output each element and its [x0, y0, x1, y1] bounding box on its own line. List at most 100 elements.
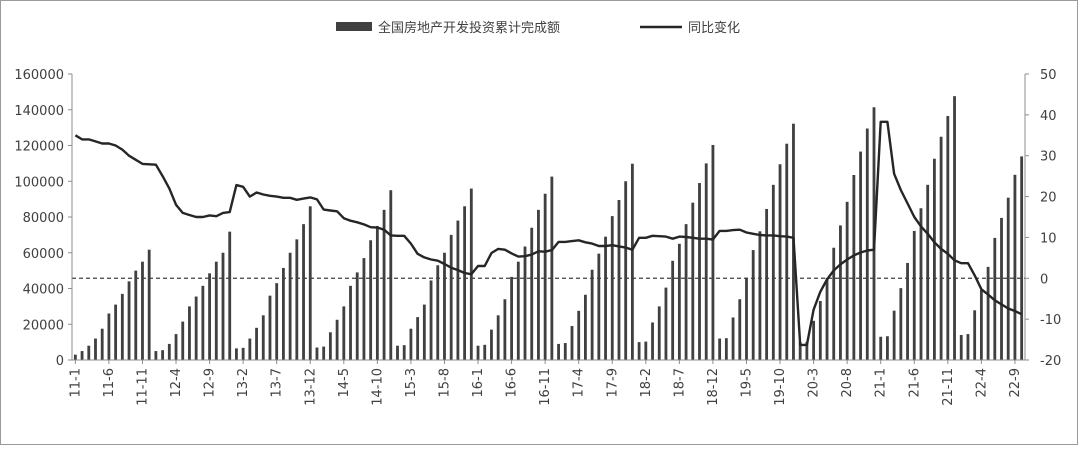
y-left-tick-label: 80000: [23, 211, 64, 226]
investment-bar: [771, 184, 775, 360]
investment-bar: [1013, 174, 1017, 360]
investment-bar: [919, 208, 923, 360]
investment-bar: [912, 230, 916, 360]
investment-bar: [1000, 217, 1003, 360]
investment-bar: [194, 296, 198, 360]
investment-bar: [1006, 197, 1010, 360]
investment-bar: [798, 342, 802, 361]
investment-bar: [235, 348, 238, 360]
investment-bar: [483, 344, 487, 360]
investment-bar: [637, 342, 641, 361]
investment-bar: [932, 158, 936, 360]
investment-bar: [282, 267, 285, 360]
investment-bar: [429, 280, 433, 360]
investment-bar: [959, 334, 963, 360]
investment-bar: [141, 261, 144, 360]
investment-bar: [886, 336, 889, 360]
investment-bar: [167, 343, 171, 360]
investment-bar: [906, 262, 909, 360]
investment-bar: [805, 341, 809, 360]
x-tick-label: 11-6: [102, 368, 117, 398]
investment-bar: [228, 231, 232, 360]
investment-bar: [248, 338, 252, 360]
y-right-tick-label: 30: [1040, 150, 1057, 165]
investment-bar: [510, 276, 513, 360]
investment-bar: [201, 285, 205, 360]
investment-bar: [818, 301, 822, 360]
x-tick-label: 18-12: [706, 368, 721, 406]
investment-bar: [261, 315, 265, 360]
investment-bar: [657, 306, 661, 361]
investment-bar: [120, 293, 124, 360]
x-tick-label: 13-7: [270, 368, 285, 398]
investment-bar: [953, 96, 956, 361]
investment-bar: [107, 313, 111, 360]
investment-bar: [557, 343, 560, 360]
x-tick-label: 17-9: [605, 368, 620, 398]
investment-bar: [731, 317, 735, 360]
investment-bar: [161, 350, 165, 360]
investment-bar: [1020, 156, 1024, 360]
investment-bar: [812, 320, 816, 360]
investment-bar: [443, 252, 446, 360]
x-tick-label: 22-4: [974, 368, 989, 398]
investment-bar: [684, 224, 688, 360]
investment-bar: [94, 338, 97, 360]
investment-bar: [315, 347, 319, 360]
investment-bar: [375, 225, 379, 360]
investment-bar: [335, 319, 339, 360]
investment-bar: [825, 277, 829, 360]
investment-bar: [221, 252, 225, 360]
investment-bar: [785, 143, 789, 360]
investment-bar: [275, 283, 279, 360]
x-tick-label: 22-9: [1008, 368, 1023, 398]
x-tick-label: 19-10: [773, 368, 788, 406]
investment-bar: [409, 328, 413, 360]
investment-bar: [147, 249, 151, 360]
legend: 全国房地产开发投资累计完成额 同比变化: [336, 20, 740, 36]
x-tick-label: 16-6: [505, 368, 520, 398]
investment-bar: [490, 329, 493, 360]
investment-bar: [758, 231, 762, 360]
investment-bar: [865, 128, 869, 360]
investment-bar: [698, 183, 701, 360]
investment-bar: [496, 315, 500, 360]
investment-bar: [241, 347, 245, 360]
investment-bar: [389, 190, 393, 360]
investment-bar: [476, 345, 480, 360]
investment-bar: [322, 346, 326, 360]
legend-line-label: 同比变化: [688, 20, 740, 36]
investment-bar: [463, 206, 467, 360]
x-tick-label: 12-4: [169, 368, 184, 398]
y-right-tick-label: 40: [1040, 109, 1057, 124]
investment-bar: [624, 181, 628, 360]
yoy-line-series: [74, 120, 1023, 347]
x-tick-label: 18-7: [672, 368, 687, 398]
investment-bar: [671, 260, 675, 360]
investment-bar: [127, 281, 131, 360]
investment-bar: [174, 334, 178, 360]
investment-bar: [677, 243, 681, 360]
investment-bar: [456, 220, 460, 360]
investment-bar: [80, 351, 84, 360]
investment-bar: [718, 338, 722, 360]
investment-bar: [986, 266, 990, 360]
legend-bar-swatch: [336, 22, 372, 31]
axes: 0 20000 40000 60000 80000 100000 120000 140000 1…: [14, 68, 1061, 406]
investment-bar: [651, 322, 654, 360]
investment-bar: [543, 193, 547, 360]
investment-bar: [892, 310, 896, 360]
investment-bar: [449, 234, 453, 361]
x-tick-label: 14-5: [337, 368, 352, 398]
investment-bar: [563, 343, 567, 360]
investment-bar: [396, 345, 399, 360]
y-left-tick-label: 160000: [14, 68, 64, 83]
investment-bar: [349, 285, 352, 360]
x-tick-label: 14-10: [370, 368, 385, 406]
investment-bar: [134, 270, 138, 361]
x-tick-label: 11-11: [135, 368, 150, 406]
investment-bar: [597, 253, 601, 360]
investment-bar: [738, 299, 742, 360]
investment-bar: [100, 328, 104, 360]
